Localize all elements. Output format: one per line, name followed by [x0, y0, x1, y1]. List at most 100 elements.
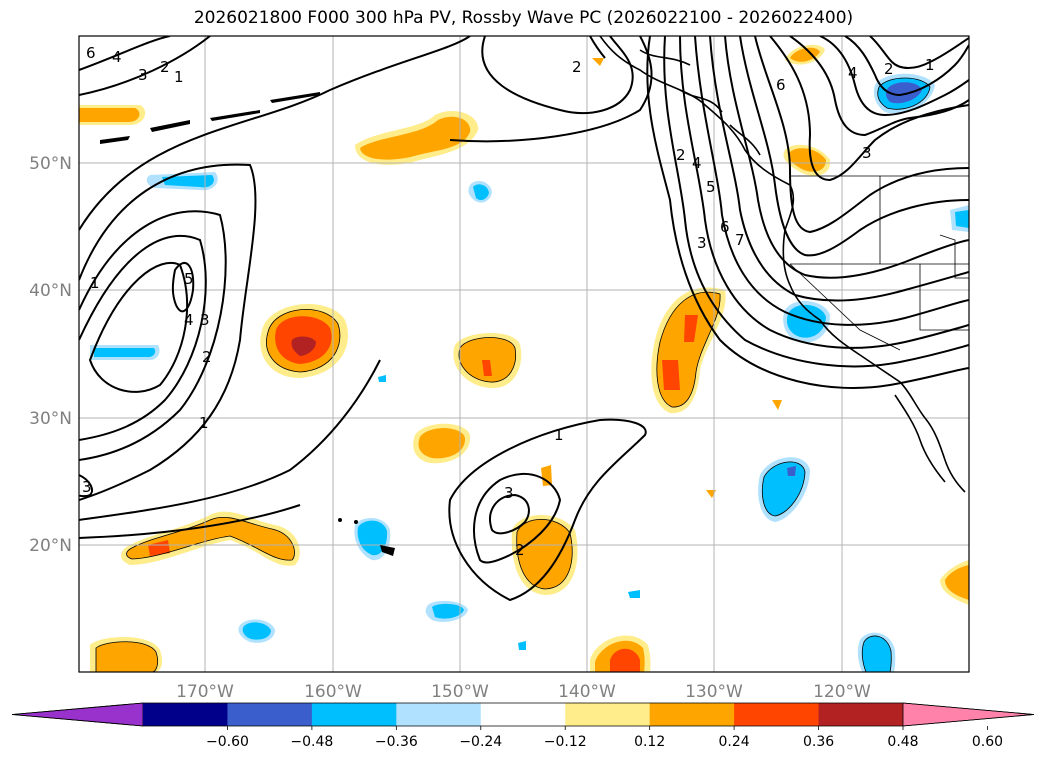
pv-negative-core	[786, 304, 826, 338]
lon-tick-label: 130°W	[685, 682, 743, 702]
pv-positive-core	[96, 641, 158, 672]
pv-positive-core	[945, 565, 969, 600]
lon-tick-label: 170°W	[176, 682, 234, 702]
pv-positive-core	[790, 47, 820, 62]
colorbar: −0.60 −0.48 −0.36 −0.24 −0.12 0.12 0.24 0.36 0.4…	[11, 702, 1035, 750]
island-layer	[100, 92, 395, 556]
colorbar-extend-high	[902, 702, 1035, 727]
contour-label: 3	[82, 478, 92, 496]
pv-negative-core	[955, 210, 969, 228]
map-frame	[78, 35, 970, 673]
pv-negative-core	[357, 520, 388, 556]
contour-label: 4	[692, 154, 702, 172]
contour-label: 4	[848, 64, 858, 82]
pv-negative-core	[628, 590, 640, 598]
contour-label: 2	[884, 60, 894, 78]
pv-negative-core	[862, 635, 892, 672]
lon-tick-label: 120°W	[813, 682, 871, 702]
colorbar-extend-low	[11, 702, 144, 727]
colorbar-swatch	[480, 703, 566, 726]
map-gridlines	[79, 36, 969, 672]
contour-label: 1	[174, 68, 184, 86]
contour-label: 2	[572, 58, 582, 76]
colorbar-frame	[11, 702, 1035, 727]
contour-label: 2	[160, 58, 170, 76]
colorbar-label: −0.48	[290, 734, 333, 750]
colorbar-label: 0.36	[803, 734, 834, 750]
colorbar-label: 0.24	[719, 734, 750, 750]
colorbar-swatch	[818, 703, 904, 726]
pv-fill-layer	[79, 44, 969, 672]
pv-negative-strong	[885, 82, 922, 104]
contour-label: 6	[776, 76, 786, 94]
pv-negative-core	[94, 348, 156, 357]
colorbar-label: 0.60	[972, 734, 1003, 750]
contour-label: 5	[706, 178, 716, 196]
pv-positive-strong	[662, 360, 680, 390]
lon-tick-label: 140°W	[558, 682, 616, 702]
pv-positive-core	[772, 400, 782, 410]
pv-positive-core	[459, 337, 516, 383]
lat-tick-label: 40°N	[29, 281, 72, 301]
contour-label: 3	[200, 311, 210, 329]
pv-negative-core	[473, 184, 489, 201]
contour-label: 4	[112, 48, 122, 66]
contour-label: 2	[202, 348, 212, 366]
map-title: 2026021800 F000 300 hPa PV, Rossby Wave …	[193, 8, 854, 28]
contour-label: 7	[735, 231, 745, 249]
colorbar-swatch	[565, 703, 651, 726]
pv-negative-strong	[787, 466, 796, 476]
pv-negative-core	[242, 622, 271, 640]
contour-label: 1	[925, 56, 935, 74]
contour-labels: 6 4 3 2 1 2 2 7 6 5 4 3 4 3 2 1 6 1 5 4 …	[82, 44, 935, 559]
contour-label: 3	[862, 144, 872, 162]
contour-label: 3	[697, 234, 707, 252]
colorbar-swatch	[227, 703, 313, 726]
pv-positive-core	[788, 148, 826, 172]
colorbar-label: −0.24	[459, 734, 502, 750]
contour-label: 1	[554, 426, 564, 444]
contour-label: 6	[720, 218, 730, 236]
pv-positive-core	[541, 465, 552, 486]
contour-label: 2	[515, 541, 525, 559]
coastline-layer	[599, 36, 966, 493]
contour-label: 2	[676, 146, 686, 164]
pv-positive-strong	[482, 360, 492, 376]
colorbar-label: −0.60	[206, 734, 249, 750]
colorbar-label: 0.12	[634, 734, 665, 750]
pv-negative-core	[432, 603, 464, 619]
colorbar-label: −0.36	[375, 734, 418, 750]
pv-positive-core	[418, 428, 466, 459]
contour-label: 5	[184, 270, 194, 288]
rossby-wave-contours	[79, 36, 969, 602]
lon-tick-label: 160°W	[304, 682, 362, 702]
pv-positive-strong	[148, 540, 170, 556]
contour-label: 4	[184, 311, 194, 329]
lon-tick-label: 150°W	[431, 682, 489, 702]
colorbar-label: −0.12	[544, 734, 587, 750]
lat-tick-label: 20°N	[29, 536, 72, 556]
latitude-ticks: 50°N 40°N 30°N 20°N	[29, 154, 72, 556]
pv-positive-core	[592, 58, 604, 66]
pv-positive-strong	[684, 315, 698, 342]
contour-label: 3	[138, 66, 148, 84]
pv-outline-layer	[95, 77, 931, 672]
colorbar-swatch	[143, 703, 228, 726]
lat-tick-label: 50°N	[29, 154, 72, 174]
pv-negative-core	[162, 175, 214, 188]
contour-label: 1	[90, 274, 100, 292]
pv-positive-core	[516, 519, 573, 589]
contour-label: 1	[199, 414, 209, 432]
colorbar-label: 0.48	[887, 734, 918, 750]
pv-positive-core	[79, 108, 140, 122]
colorbar-swatch	[649, 703, 735, 726]
pv-positive-core	[360, 116, 471, 160]
pv-negative-core	[378, 375, 386, 382]
pv-positive-max	[291, 336, 316, 356]
colorbar-swatch	[396, 703, 482, 726]
lat-tick-label: 30°N	[29, 409, 72, 429]
longitude-ticks: 170°W 160°W 150°W 140°W 130°W 120°W	[176, 682, 871, 702]
pv-negative-core	[518, 641, 526, 650]
colorbar-swatch	[734, 703, 820, 726]
